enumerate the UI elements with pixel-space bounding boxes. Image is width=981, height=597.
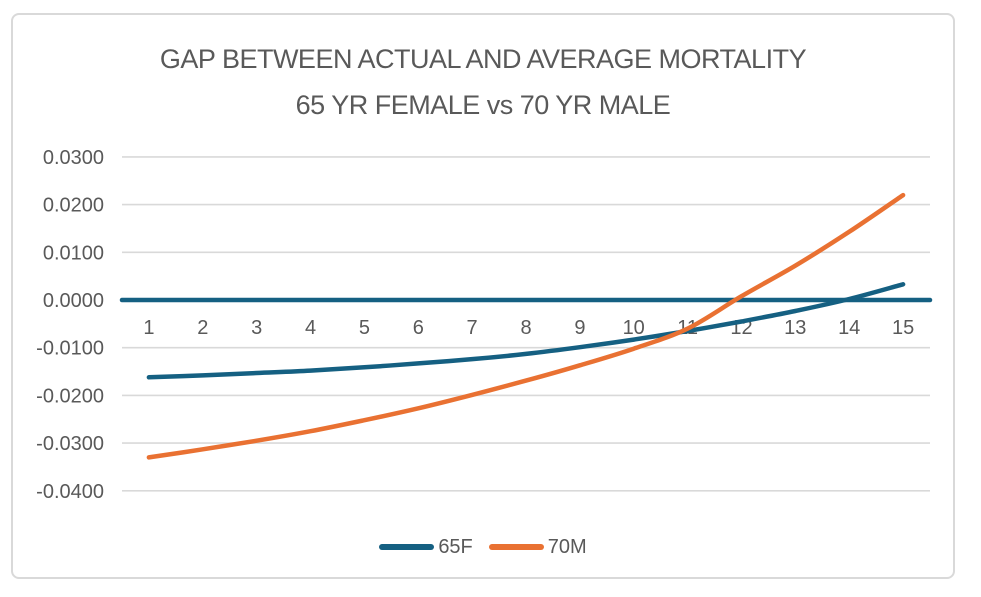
y-axis-tick-label: -0.0300	[36, 433, 104, 455]
x-axis-label: 4	[305, 317, 316, 339]
x-axis-label: 5	[359, 317, 370, 339]
y-axis-tick-label: -0.0100	[36, 338, 104, 360]
x-axis-label: 14	[838, 317, 860, 339]
y-axis-tick-label: -0.0400	[36, 481, 104, 503]
chart-title: GAP BETWEEN ACTUAL AND AVERAGE MORTALITY…	[11, 36, 955, 128]
chart-title-line2: 65 YR FEMALE vs 70 YR MALE	[295, 90, 671, 120]
legend-item-70m[interactable]: 70M	[488, 535, 587, 559]
x-axis-label: 8	[520, 317, 531, 339]
x-axis-label: 6	[413, 317, 424, 339]
x-axis-label: 9	[574, 317, 585, 339]
y-axis-tick-label: 0.0000	[43, 290, 104, 312]
y-axis-tick-label: 0.0100	[43, 242, 104, 264]
x-axis-label: 15	[892, 317, 914, 339]
series-line-65f[interactable]	[146, 282, 906, 380]
x-axis-label: 1	[143, 317, 154, 339]
x-axis-label: 10	[623, 317, 645, 339]
legend-swatch-70m	[488, 544, 544, 550]
legend: 65F 70M	[11, 534, 955, 560]
y-axis-tick-label: 0.0200	[43, 195, 104, 217]
legend-item-65f[interactable]: 65F	[379, 535, 473, 559]
legend-label-65f: 65F	[438, 535, 473, 558]
chart-title-line1: GAP BETWEEN ACTUAL AND AVERAGE MORTALITY	[159, 44, 807, 74]
x-axis-label: 2	[197, 317, 208, 339]
legend-swatch-65f	[379, 544, 435, 550]
x-axis-label: 7	[467, 317, 478, 339]
x-axis-label: 3	[251, 317, 262, 339]
y-axis-tick-label: -0.0200	[36, 385, 104, 407]
legend-label-70m: 70M	[547, 535, 587, 558]
y-axis-tick-label: 0.0300	[43, 147, 104, 169]
x-axis-label: 13	[784, 317, 806, 339]
chart-frame[interactable]	[11, 13, 955, 579]
series-line-70m[interactable]	[146, 192, 906, 460]
